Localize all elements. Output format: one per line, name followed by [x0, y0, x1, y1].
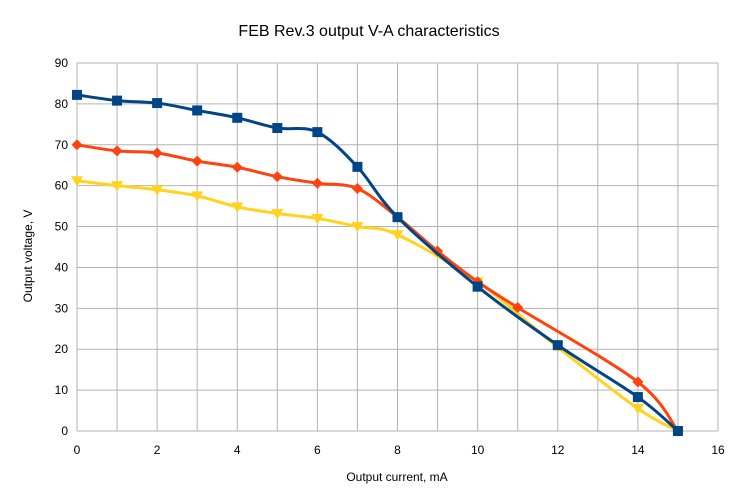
- series-orange-line: [75, 143, 680, 433]
- series-orange-point: [191, 155, 203, 167]
- series-orange-point: [271, 171, 283, 183]
- series-yellow-point: [631, 404, 644, 415]
- series-layer: [71, 89, 684, 437]
- series-orange-point: [311, 177, 323, 189]
- series-yellow-point: [351, 222, 364, 233]
- y-tick-label: 80: [55, 97, 69, 111]
- y-axis-title: Output voltage, V: [21, 210, 35, 303]
- y-tick-label: 70: [55, 138, 69, 152]
- y-tick-label: 10: [55, 383, 69, 397]
- series-orange-point: [632, 376, 644, 388]
- series-blue: [72, 89, 683, 436]
- series-blue-point: [152, 98, 163, 109]
- x-tick-label: 14: [631, 443, 645, 457]
- y-tick-label: 30: [55, 301, 69, 315]
- series-blue-point: [112, 95, 123, 106]
- series-yellow-point: [231, 202, 244, 213]
- series-orange-point: [71, 139, 83, 151]
- series-orange-point: [432, 245, 444, 257]
- series-blue-point: [672, 426, 683, 436]
- x-tick-label: 10: [471, 443, 485, 457]
- chart-title: FEB Rev.3 output V-A characteristics: [238, 23, 499, 40]
- x-tick-label: 2: [154, 443, 161, 457]
- series-blue-point: [552, 340, 563, 351]
- series-blue-point: [352, 161, 363, 172]
- series-blue-point: [392, 212, 403, 223]
- series-blue-point: [232, 112, 243, 123]
- x-axis-ticks: 0 2 4 6 8 10 12 14 16: [74, 443, 725, 457]
- x-tick-label: 6: [314, 443, 321, 457]
- series-blue-point: [272, 123, 283, 134]
- y-tick-label: 20: [55, 342, 69, 356]
- x-tick-label: 12: [551, 443, 565, 457]
- series-yellow-point: [191, 191, 204, 202]
- series-blue-point: [472, 281, 483, 292]
- series-yellow-point: [71, 176, 83, 187]
- series-yellow-point: [111, 181, 124, 192]
- series-blue-point: [632, 392, 643, 403]
- series-yellow-point: [271, 208, 284, 220]
- series-orange-point: [512, 302, 524, 314]
- y-tick-label: 90: [55, 56, 69, 70]
- x-tick-label: 4: [234, 443, 241, 457]
- series-orange-point: [231, 161, 243, 173]
- series-blue-point: [72, 89, 82, 100]
- y-tick-label: 40: [55, 260, 69, 274]
- y-tick-label: 60: [55, 179, 69, 193]
- y-axis-ticks: 0 10 20 30 40 50 60 70 80 90: [55, 56, 69, 438]
- series-blue-point: [192, 105, 203, 116]
- x-tick-label: 8: [394, 443, 401, 457]
- series-orange-point: [111, 145, 123, 157]
- x-axis-title: Output current, mA: [346, 470, 447, 484]
- y-tick-label: 50: [55, 220, 69, 234]
- y-tick-label: 0: [61, 424, 68, 438]
- series-yellow-point: [311, 213, 324, 225]
- series-orange-point: [151, 147, 163, 159]
- series-orange-point: [351, 183, 363, 195]
- series-yellow-point: [151, 185, 164, 196]
- series-blue-point: [312, 127, 323, 138]
- series-yellow-point: [391, 230, 404, 241]
- x-tick-label: 0: [74, 443, 81, 457]
- x-tick-label: 16: [711, 443, 725, 457]
